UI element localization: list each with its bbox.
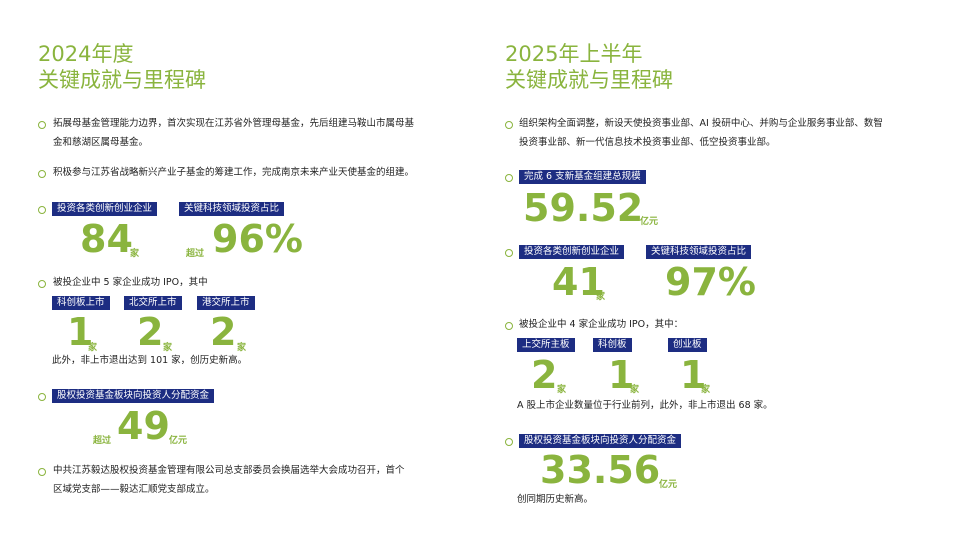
right-ipo-note: A 股上市企业数量位于行业前列，此外，非上市退出 68 家。	[517, 400, 773, 411]
left-tag-invest: 投资各类创新创业企业	[52, 202, 158, 216]
right-item1-line1: 组织架构全面调整，新设天使投资事业部、AI 投研中心、并购与企业服务事业部、数智	[519, 118, 883, 129]
right-ipo-unit-2: 家	[630, 385, 640, 395]
left-ipo-value-3: 2	[210, 310, 237, 354]
bullet-icon	[38, 393, 46, 401]
right-stat-dist-value: 33.56	[540, 448, 661, 492]
right-title-main: 关键成就与里程碑	[505, 68, 673, 92]
right-ipo-value-2: 1	[608, 353, 635, 397]
bullet-icon	[505, 438, 513, 446]
right-stat-tech-value: 97%	[665, 260, 756, 304]
left-tag-tech: 关键科技领域投资占比	[179, 202, 285, 216]
bullet-icon	[505, 174, 513, 182]
left-item2: 积极参与江苏省战略新兴产业子基金的筹建工作，完成南京未来产业天使基金的组建。	[53, 167, 415, 178]
left-ipo-value-1: 1	[67, 310, 94, 354]
left-stat-dist-value: 49	[117, 404, 170, 448]
right-ipo-value-3: 1	[680, 353, 707, 397]
right-ipo-tag-1: 上交所主板	[517, 338, 575, 352]
right-dist-note: 创同期历史新高。	[517, 494, 594, 505]
right-tag-invest: 投资各类创新创业企业	[519, 245, 625, 259]
right-ipo-unit-1: 家	[557, 385, 567, 395]
left-title-main: 关键成就与里程碑	[38, 68, 206, 92]
right-tag-tech: 关键科技领域投资占比	[646, 245, 752, 259]
right-stat-fund-value: 59.52	[523, 186, 644, 230]
right-ipo-text: 被投企业中 4 家企业成功 IPO，其中：	[519, 319, 684, 330]
right-stat-invest-value: 41	[552, 260, 605, 304]
left-ipo-tag-3: 港交所上市	[197, 296, 255, 310]
right-tag-dist: 股权投资基金板块向投资人分配资金	[519, 434, 682, 448]
right-title-year: 2025年上半年	[505, 42, 643, 66]
bullet-icon	[38, 121, 46, 129]
right-item1-line2: 投资事业部、新一代信息技术投资事业部、低空投资事业部。	[519, 137, 776, 148]
left-title-year: 2024年度	[38, 42, 134, 66]
left-ipo-value-2: 2	[137, 310, 164, 354]
right-ipo-unit-3: 家	[701, 385, 711, 395]
left-ipo-unit-2: 家	[163, 343, 173, 353]
left-ipo-tag-1: 科创板上市	[52, 296, 110, 310]
left-tag-dist: 股权投资基金板块向投资人分配资金	[52, 389, 215, 403]
left-ipo-text: 被投企业中 5 家企业成功 IPO，其中	[53, 277, 208, 288]
left-ipo-note: 此外，非上市退出达到 101 家，创历史新高。	[52, 355, 248, 366]
left-item-last: 中共江苏毅达股权投资基金管理有限公司总支部委员会换届选举大会成功召开，首个 区域…	[53, 461, 473, 499]
left-item1: 拓展母基金管理能力边界，首次实现在江苏省外管理母基金，先后组建马鞍山市属母基 金…	[53, 114, 463, 152]
left-stat-invest-value: 84	[80, 217, 133, 261]
left-stat-dist-prefix: 超过	[93, 436, 112, 446]
left-item1-line2: 金和慈湖区属母基金。	[53, 137, 149, 148]
right-ipo-tag-2: 科创板	[593, 338, 632, 352]
bullet-icon	[505, 322, 513, 330]
left-ipo-tag-2: 北交所上市	[124, 296, 182, 310]
bullet-icon	[38, 468, 46, 476]
right-ipo-tag-3: 创业板	[668, 338, 707, 352]
left-item-last-line2: 区域党支部——毅达汇顺党支部成立。	[53, 484, 215, 495]
bullet-icon	[38, 206, 46, 214]
left-stat-dist-unit: 亿元	[169, 436, 188, 446]
left-ipo-unit-1: 家	[88, 343, 98, 353]
left-stat-invest-unit: 家	[130, 249, 140, 259]
right-ipo-value-1: 2	[531, 353, 558, 397]
bullet-icon	[505, 121, 513, 129]
right-tag-fund: 完成 6 支新基金组建总规模	[519, 170, 646, 184]
bullet-icon	[505, 249, 513, 257]
left-stat-tech-value: 96%	[212, 217, 303, 261]
bullet-icon	[38, 280, 46, 288]
bullet-icon	[38, 170, 46, 178]
right-stat-fund-unit: 亿元	[640, 217, 659, 227]
right-item1: 组织架构全面调整，新设天使投资事业部、AI 投研中心、并购与企业服务事业部、数智…	[519, 114, 939, 152]
right-stat-invest-unit: 家	[596, 292, 606, 302]
left-item-last-line1: 中共江苏毅达股权投资基金管理有限公司总支部委员会换届选举大会成功召开，首个	[53, 465, 405, 476]
left-stat-tech-prefix: 超过	[186, 249, 205, 259]
left-ipo-unit-3: 家	[237, 343, 247, 353]
left-item1-line1: 拓展母基金管理能力边界，首次实现在江苏省外管理母基金，先后组建马鞍山市属母基	[53, 118, 415, 129]
right-stat-dist-unit: 亿元	[659, 480, 678, 490]
